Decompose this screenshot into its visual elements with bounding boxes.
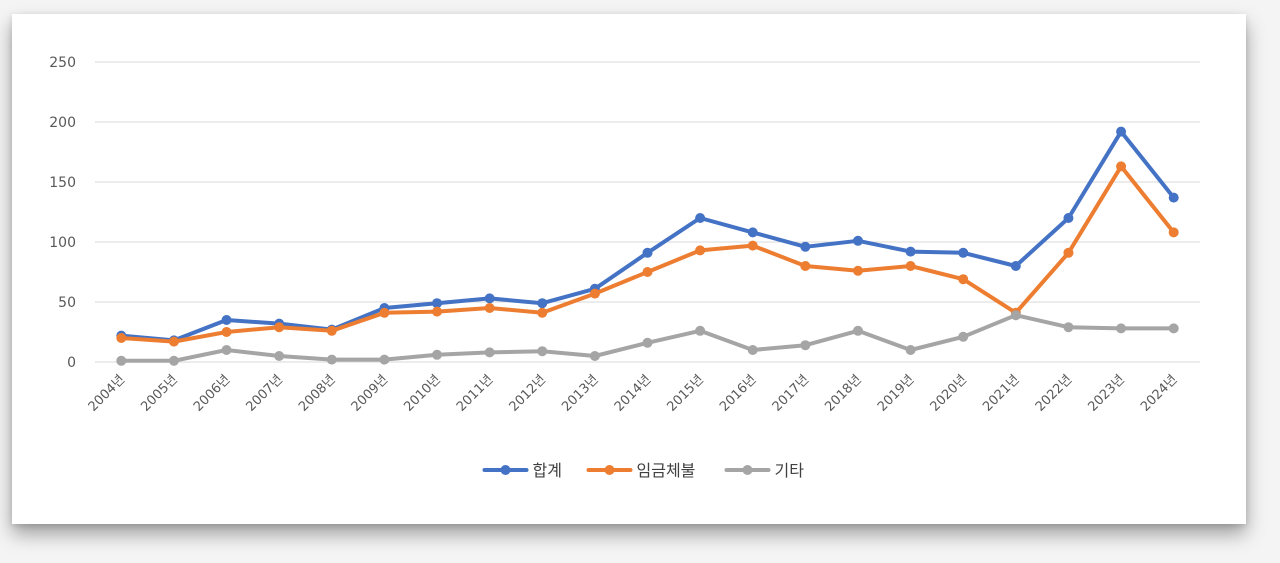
data-point [1116,161,1127,172]
x-tick-label: 2004년 [86,372,128,414]
data-point [1063,247,1074,258]
x-tick-label: 2006년 [191,372,233,414]
x-tick-label: 2020년 [928,372,970,414]
data-point [484,347,495,358]
y-tick-label: 100 [49,235,76,251]
x-tick-label: 2017년 [770,372,812,414]
x-tick-label: 2013년 [559,372,601,414]
x-tick-label: 2021년 [980,372,1022,414]
x-tick-label: 2019년 [875,372,917,414]
legend: 합계 임금체불 기타 [482,461,805,480]
chart-card [12,14,1246,524]
data-point [800,340,811,351]
data-point [905,345,916,355]
data-point [168,355,179,366]
data-point [274,351,285,361]
data-point [905,261,916,271]
data-point [537,307,548,318]
x-axis-ticks: 2004년 2005년 2006년 2007년 2008년 2009년 2010년 2011년… [86,372,1181,414]
data-point [1116,126,1127,137]
legend-label: 합계 [533,461,562,480]
legend-swatch-marker [604,465,615,475]
data-point [852,325,863,336]
data-point [642,247,653,258]
data-point [695,213,706,223]
data-point [589,288,600,299]
data-point [326,354,337,365]
data-point [1168,227,1179,238]
y-axis-ticks: 0 50 100 150 200 250 [49,55,76,371]
data-point [1168,323,1179,334]
x-tick-label: 2010년 [401,372,443,414]
y-tick-label: 250 [49,55,76,71]
data-point [852,265,863,276]
data-point [537,298,548,309]
x-tick-label: 2016년 [717,372,759,414]
data-point [221,345,232,355]
legend-item-2: 기타 [724,461,805,480]
y-tick-label: 200 [49,115,76,131]
y-tick-label: 0 [67,355,76,371]
gridlines [95,61,1200,363]
data-point [695,325,706,336]
data-point [958,247,969,258]
data-point [958,331,969,342]
data-point [695,245,706,256]
data-point [747,240,758,251]
data-point [589,351,600,361]
data-point [221,327,232,337]
data-point [274,322,285,333]
legend-swatch-marker [742,465,753,475]
data-point [1063,213,1074,223]
legend-label: 임금체불 [637,461,696,480]
y-tick-label: 150 [49,175,76,191]
data-point [484,293,495,304]
x-tick-label: 2022년 [1033,372,1075,414]
data-point [1010,310,1021,321]
series-lines [116,126,1179,366]
data-point [537,346,548,357]
data-point [800,261,811,271]
data-point [958,274,969,285]
legend-item-0: 합계 [482,461,562,480]
data-point [116,355,127,366]
legend-label: 기타 [775,461,805,480]
data-point [168,336,179,347]
data-point [747,345,758,355]
data-point [484,303,495,313]
data-point [1168,192,1179,203]
x-tick-label: 2009년 [349,372,391,414]
x-tick-label: 2007년 [244,372,286,414]
x-tick-label: 2024년 [1138,372,1180,414]
data-point [432,298,443,309]
legend-swatch-marker [500,465,511,475]
x-tick-label: 2018년 [822,372,864,414]
data-point [852,235,863,246]
x-tick-label: 2023년 [1085,372,1127,414]
x-tick-label: 2005년 [138,372,180,414]
data-point [747,227,758,238]
data-point [432,349,443,360]
data-point [905,246,916,257]
x-tick-label: 2008년 [296,372,338,414]
data-point [432,306,443,317]
data-point [379,307,390,318]
data-point [642,337,653,348]
x-tick-label: 2012년 [507,372,549,414]
data-point [326,325,337,336]
data-point [642,267,653,277]
data-point [1010,261,1021,271]
data-point [1063,322,1074,333]
data-point [1116,323,1127,334]
y-tick-label: 50 [58,295,76,311]
x-tick-label: 2014년 [612,372,654,414]
x-tick-label: 2015년 [664,372,706,414]
legend-item-1: 임금체불 [586,461,696,480]
data-point [116,333,127,343]
data-point [379,354,390,365]
data-point [221,315,232,325]
x-tick-label: 2011년 [454,372,496,414]
data-point [800,241,811,252]
